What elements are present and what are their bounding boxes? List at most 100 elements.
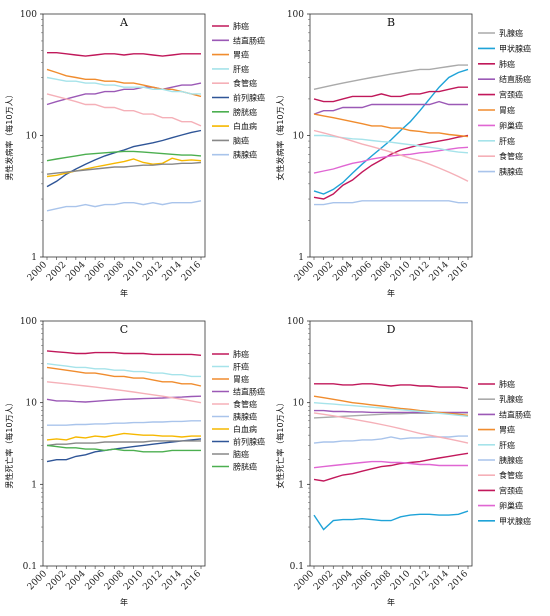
legend-label: 肺癌: [233, 349, 249, 359]
series-line: [313, 435, 468, 444]
legend-label: 胰腺癌: [499, 167, 523, 177]
panel-B: 1 10 100 2000200220042006200820102012201420…: [275, 10, 531, 298]
y-axis-label: 女性发病率（每10万人）: [275, 90, 285, 180]
legend-label: 结直肠癌: [499, 409, 531, 419]
legend-label: 乳腺癌: [499, 28, 523, 38]
legend-label: 膀胱癌: [233, 107, 257, 117]
legend-label: 肺癌: [233, 21, 249, 31]
series-line: [313, 113, 469, 138]
x-tick-label: 2012: [408, 569, 431, 592]
x-tick-label: 2006: [351, 569, 374, 592]
legend-label: 肝癌: [499, 136, 515, 146]
series-line: [313, 510, 469, 531]
x-tick-label: 2012: [141, 260, 164, 283]
x-tick-label: 2006: [351, 260, 374, 283]
y-tick-label: 10: [26, 132, 38, 142]
series-line: [313, 395, 469, 416]
legend-label: 膀胱癌: [233, 462, 257, 472]
legend-label: 肝癌: [499, 440, 515, 450]
x-tick-label: 2004: [331, 569, 354, 592]
series-line: [313, 68, 469, 195]
legend-label: 胰腺癌: [233, 150, 257, 160]
y-tick-label: 100: [287, 317, 304, 327]
panel-title: D: [387, 323, 396, 336]
x-tick-label: 2010: [122, 260, 145, 283]
x-tick-label: 2010: [122, 569, 145, 592]
x-tick-label: 2016: [447, 260, 470, 283]
y-tick-label: 1: [298, 480, 304, 490]
y-tick-label: 1: [31, 480, 37, 490]
series-line: [313, 134, 469, 200]
legend-label: 脑癌: [233, 449, 249, 459]
legend-label: 肺癌: [499, 59, 515, 69]
legend-label: 甲状腺癌: [499, 516, 531, 526]
x-tick-label: 2008: [103, 260, 126, 283]
series-line: [314, 134, 469, 154]
series-line: [47, 52, 201, 57]
legend-label: 甲状腺癌: [499, 43, 531, 53]
y-tick-label: 10: [26, 399, 38, 409]
y-tick-label: 0.1: [290, 562, 304, 572]
y-axis-label: 男性死亡率（每10万人）: [4, 398, 14, 488]
legend-label: 肺癌: [499, 379, 515, 389]
legend-label: 宫颈癌: [499, 485, 523, 495]
x-tick-label: 2004: [64, 260, 87, 283]
series-line: [46, 395, 202, 403]
legend-label: 食管癌: [233, 78, 257, 88]
legend-label: 胃癌: [233, 374, 249, 384]
x-tick-label: 2006: [84, 260, 107, 283]
x-tick-label: 2008: [370, 260, 393, 283]
x-tick-label: 2014: [161, 569, 184, 592]
legend-label: 胃癌: [499, 425, 515, 435]
panel-A: 1 10 100 2000200220042006200820102012201420…: [4, 10, 265, 298]
series-line: [46, 381, 202, 404]
legend-label: 结直肠癌: [499, 74, 531, 84]
y-tick-label: 100: [20, 10, 37, 20]
y-tick-label: 100: [287, 10, 304, 20]
series-line: [46, 76, 201, 95]
x-tick-label: 2002: [312, 569, 335, 592]
x-tick-label: 2008: [370, 569, 393, 592]
legend-label: 食管癌: [499, 470, 523, 480]
x-tick-label: 2002: [312, 260, 335, 283]
legend-label: 脑癌: [233, 135, 249, 145]
series-line: [46, 444, 201, 453]
series-line: [314, 383, 469, 389]
panel-title: A: [119, 16, 129, 29]
x-tick-label: 2010: [389, 569, 412, 592]
x-tick-label: 2000: [293, 260, 316, 283]
legend-label: 胃癌: [233, 50, 249, 60]
y-tick-label: 10: [293, 132, 305, 142]
legend-label: 乳腺癌: [499, 394, 523, 404]
panel-C: 0.11101002000200220042006200820102012201…: [4, 317, 265, 607]
legend-label: 结直肠癌: [233, 387, 265, 397]
legend-label: 胰腺癌: [499, 455, 523, 465]
legend-label: 食管癌: [233, 399, 257, 409]
x-tick-label: 2014: [428, 260, 451, 283]
x-tick-label: 2010: [389, 260, 412, 283]
x-tick-label: 2012: [141, 569, 164, 592]
series-line: [46, 432, 201, 441]
series-line: [313, 412, 469, 444]
legend-label: 结直肠癌: [233, 35, 265, 45]
y-tick-label: 1: [298, 253, 304, 263]
x-tick-label: 2000: [26, 260, 49, 283]
series-line: [46, 200, 202, 212]
series-line: [46, 366, 202, 387]
x-tick-label: 2006: [84, 569, 107, 592]
x-tick-label: 2014: [428, 569, 451, 592]
x-tick-label: 2016: [180, 260, 203, 283]
x-axis-label: 年: [387, 288, 395, 298]
y-tick-label: 100: [20, 317, 37, 327]
series-line: [46, 363, 201, 378]
legend-label: 肝癌: [233, 362, 249, 372]
legend-label: 宫颈癌: [499, 90, 523, 100]
panel-title: C: [120, 323, 128, 336]
x-tick-label: 2016: [447, 569, 470, 592]
series-line: [46, 129, 202, 188]
series-line: [46, 161, 202, 175]
x-axis-label: 年: [387, 597, 395, 607]
x-tick-label: 2014: [161, 260, 184, 283]
series-line: [46, 350, 202, 356]
panel-D: 0.11101002000200220042006200820102012201…: [275, 317, 531, 607]
